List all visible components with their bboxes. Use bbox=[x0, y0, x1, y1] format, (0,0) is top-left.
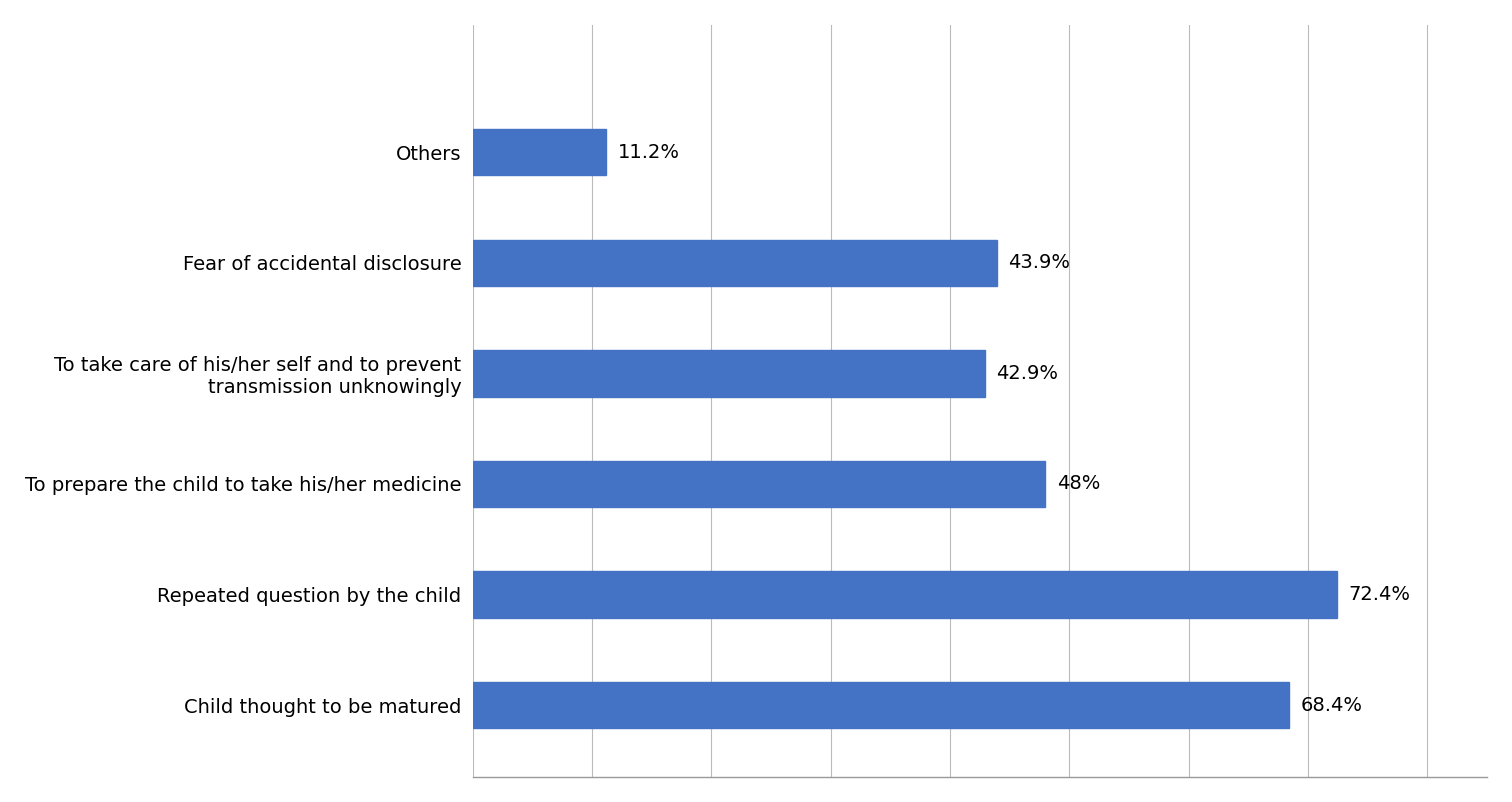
Text: 48%: 48% bbox=[1057, 475, 1101, 493]
Bar bbox=[473, 682, 1288, 728]
Bar bbox=[473, 240, 996, 286]
Text: 43.9%: 43.9% bbox=[1009, 253, 1070, 272]
Bar bbox=[473, 460, 1045, 507]
Text: 42.9%: 42.9% bbox=[996, 364, 1058, 383]
Bar bbox=[473, 350, 984, 396]
Text: 72.4%: 72.4% bbox=[1349, 585, 1411, 604]
Text: 11.2%: 11.2% bbox=[618, 143, 680, 162]
Bar bbox=[473, 129, 606, 176]
Bar bbox=[473, 571, 1337, 618]
Text: 68.4%: 68.4% bbox=[1300, 695, 1362, 715]
